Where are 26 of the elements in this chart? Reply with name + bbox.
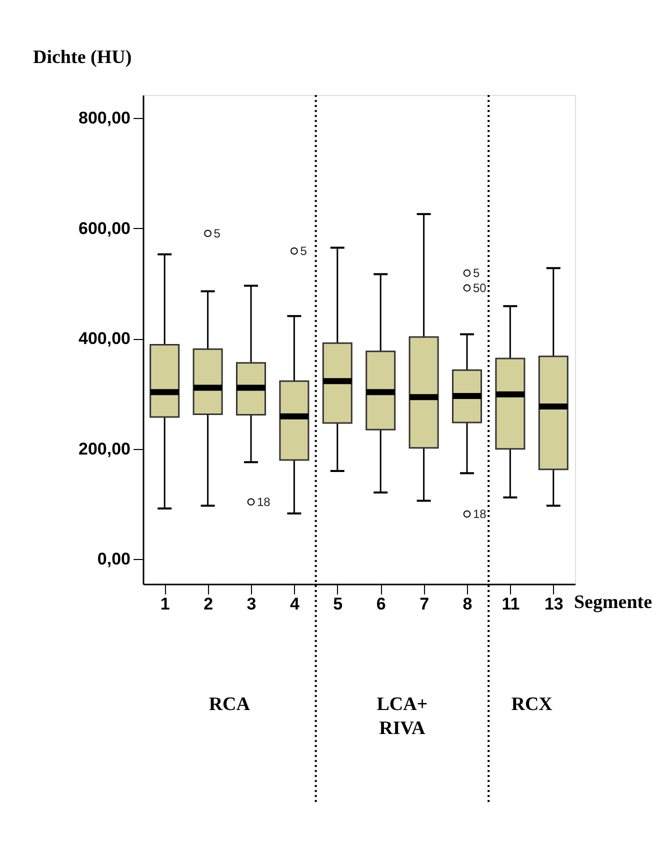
x-tick-label: 4 <box>290 594 300 614</box>
annotation: 5 <box>214 226 221 240</box>
y-tick-label: 200,00 <box>78 439 130 458</box>
x-tick-label: 1 <box>160 594 170 614</box>
x-tick-label: 5 <box>333 594 343 614</box>
annotation: 18 <box>257 494 271 509</box>
annotation: 50 <box>473 280 487 295</box>
annotation: 5 <box>473 266 480 280</box>
x-axis-title: Segmente <box>574 592 652 613</box>
x-tick-label: 11 <box>502 594 520 614</box>
annotation: 18 <box>473 506 487 521</box>
text: LCA+ RIVA <box>376 694 428 739</box>
y-tick-label: 0,00 <box>97 550 130 569</box>
x-tick-label: 13 <box>544 594 564 614</box>
y-tick-label: 600,00 <box>78 218 130 238</box>
text: RCX <box>511 694 553 715</box>
text: RCA <box>208 694 250 715</box>
x-tick-label: 2 <box>204 594 214 614</box>
y-axis-title: Dichte (HU) <box>33 47 132 68</box>
y-tick-label: 800,00 <box>78 108 130 128</box>
y-tick-label: 400,00 <box>78 329 130 348</box>
x-tick-label: 3 <box>246 594 256 614</box>
x-tick-label: 6 <box>376 594 386 614</box>
x-tick-label: 8 <box>462 594 472 614</box>
x-tick-label: 7 <box>420 594 430 614</box>
annotation: 5 <box>300 244 308 258</box>
